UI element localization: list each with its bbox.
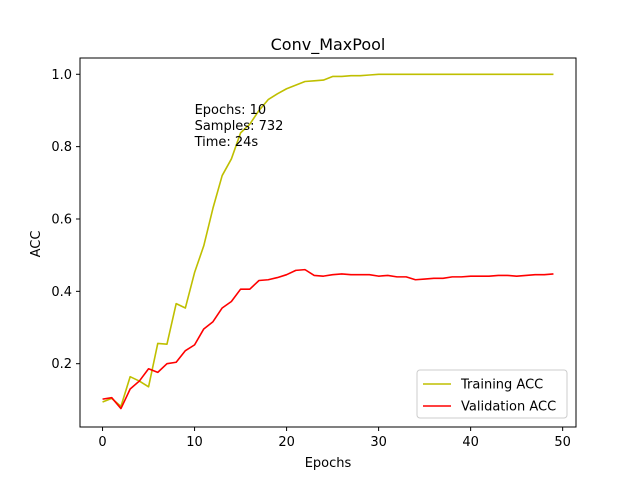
y-tick-label: 0.8	[51, 140, 72, 155]
series-line-validation-acc	[102, 268, 554, 410]
y-axis-label: ACC	[29, 231, 44, 258]
x-tick-label: 20	[278, 435, 295, 450]
annotation-line: Time: 24s	[194, 135, 259, 150]
y-tick-label: 0.2	[51, 357, 72, 372]
x-tick-label: 10	[186, 435, 203, 450]
annotation-line: Samples: 732	[195, 119, 284, 134]
plot-area	[79, 57, 577, 428]
legend-label: Validation ACC	[461, 400, 556, 415]
legend-box	[416, 369, 568, 419]
x-tick-label: 40	[462, 435, 479, 450]
y-tick-label: 0.6	[51, 212, 72, 227]
y-axis-ticks: 0.2 0.4 0.6 0.8 1.0	[51, 68, 80, 372]
y-tick-label: 1.0	[51, 68, 72, 83]
y-tick-label: 0.4	[51, 285, 72, 300]
chart-title: Conv_MaxPool	[271, 35, 386, 55]
series-line-training-acc	[102, 73, 554, 408]
annotation-line: Epochs: 10	[195, 103, 267, 118]
legend-label: Training ACC	[460, 378, 543, 393]
x-axis-ticks: 0 10 20 30 40 50	[98, 427, 571, 450]
x-tick-label: 30	[370, 435, 387, 450]
legend: Training ACC Validation ACC	[416, 369, 568, 419]
x-axis-label: Epochs	[305, 456, 352, 471]
x-tick-label: 50	[554, 435, 571, 450]
series-layer	[102, 73, 554, 410]
plot-frame	[79, 57, 577, 428]
x-tick-label: 0	[98, 435, 106, 450]
